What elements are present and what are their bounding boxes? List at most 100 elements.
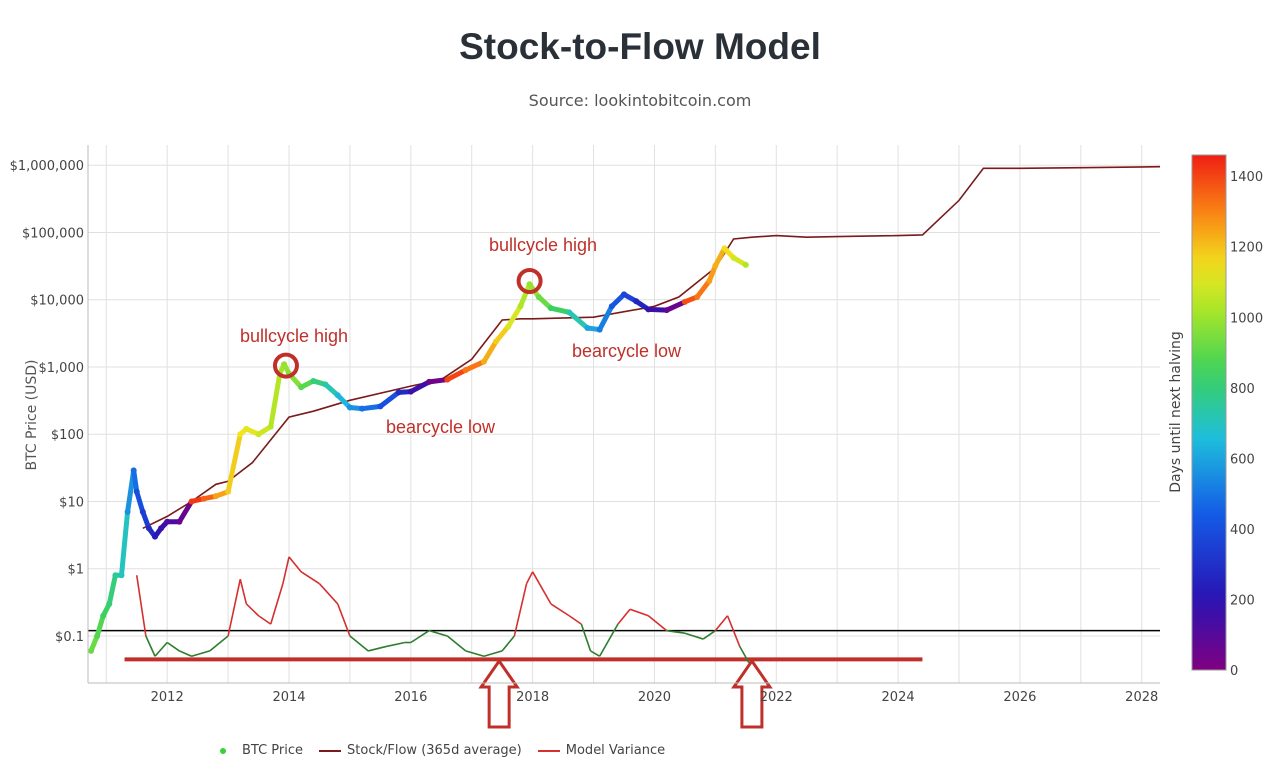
btc-price-segment xyxy=(131,467,140,495)
x-tick-label: 2024 xyxy=(882,690,915,705)
btc-price-point xyxy=(200,495,207,502)
btc-price-point xyxy=(310,377,317,384)
up-arrow-marker xyxy=(731,658,773,729)
legend-btc-price-label: BTC Price xyxy=(242,743,304,758)
btc-price-segment xyxy=(225,431,243,495)
btc-price-point xyxy=(480,358,487,365)
marker-layer xyxy=(272,267,773,729)
btc-price-point xyxy=(212,493,219,500)
y-tick-label: $0.1 xyxy=(55,630,84,645)
btc-price-point xyxy=(243,425,250,432)
colorbar: 1400 1200 1000 800 600 400 200 0 xyxy=(1191,154,1263,679)
variance-segment xyxy=(209,635,229,652)
btc-price-point xyxy=(255,431,262,438)
colorbar-tick-label: 400 xyxy=(1230,523,1255,538)
variance-segment xyxy=(483,650,503,658)
btc-price-point xyxy=(139,508,146,515)
btc-price-point xyxy=(645,306,652,313)
y-tick-label: $10,000 xyxy=(30,294,84,309)
colorbar-tick-label: 1200 xyxy=(1230,241,1263,256)
variance-segment xyxy=(702,630,716,640)
btc-price-point xyxy=(608,303,615,310)
variance-segment xyxy=(580,623,592,652)
x-tick-label: 2014 xyxy=(272,690,305,705)
variance-segment xyxy=(135,575,147,637)
legend-stock-flow-label: Stock/Flow (365d average) xyxy=(347,743,522,758)
y-tick-label: $1 xyxy=(67,563,84,578)
btc-price-point xyxy=(133,488,140,495)
grid-layer xyxy=(88,145,1160,683)
y-tick-label: $10 xyxy=(59,495,84,510)
variance-segment xyxy=(386,641,405,648)
btc-price-segment xyxy=(176,498,195,525)
colorbar-tick-label: 600 xyxy=(1230,452,1255,467)
btc-price-point xyxy=(407,388,414,395)
variance-segment xyxy=(629,608,649,617)
reference-lines xyxy=(88,629,1160,662)
btc-price-segment xyxy=(426,377,450,385)
btc-price-point xyxy=(112,572,119,579)
btc-price-segment xyxy=(664,299,688,313)
btc-price-point xyxy=(444,376,451,383)
btc-price-segment xyxy=(597,303,615,333)
btc-price-point xyxy=(130,467,137,474)
variance-segment xyxy=(239,578,248,605)
btc-price-point xyxy=(176,518,183,525)
btc-price-point xyxy=(426,378,433,385)
btc-price-segment xyxy=(712,245,727,269)
variance-segment xyxy=(282,556,290,584)
x-tick-label: 2020 xyxy=(638,690,671,705)
variance-segment xyxy=(191,650,211,658)
btc-price-segment xyxy=(517,281,533,309)
btc-price-segment xyxy=(481,338,499,365)
btc-price-point xyxy=(547,305,554,312)
variance-segment xyxy=(288,556,302,573)
btc-price-point xyxy=(584,325,591,332)
variance-segment xyxy=(525,571,534,585)
variance-segment xyxy=(258,615,272,625)
x-tick-label: 2022 xyxy=(760,690,793,705)
page-title: Stock-to-Flow Model xyxy=(459,26,821,67)
btc-price-segment xyxy=(408,379,432,395)
btc-price-segment xyxy=(377,389,402,409)
variance-segment xyxy=(428,629,448,637)
stock-flow-series xyxy=(142,165,1161,530)
cycle-high-circle-marker xyxy=(516,267,543,294)
legend-btc-price[interactable]: BTC Price xyxy=(210,743,303,758)
colorbar-tick-label: 0 xyxy=(1230,664,1238,679)
annotation-bullcycle-high-2: bullcycle high xyxy=(489,235,597,255)
x-tick-label: 2028 xyxy=(1125,690,1158,705)
legend: BTC Price Stock/Flow (365d average) Mode… xyxy=(210,743,665,758)
cycle-high-circle-marker xyxy=(272,352,299,379)
variance-segment xyxy=(245,603,260,617)
variance-segment xyxy=(300,571,320,585)
variance-segment xyxy=(349,635,369,652)
legend-model-variance[interactable]: Model Variance xyxy=(537,743,665,758)
btc-price-point xyxy=(493,338,500,345)
stock-flow-line xyxy=(142,165,1161,530)
btc-price-point xyxy=(730,254,737,261)
btc-price-point xyxy=(395,389,402,396)
variance-segment xyxy=(739,646,750,664)
legend-stock-flow[interactable]: Stock/Flow (365d average) xyxy=(319,743,522,758)
btc-price-point xyxy=(505,323,512,330)
colorbar-tick-label: 800 xyxy=(1230,382,1255,397)
btc-price-point xyxy=(633,298,640,305)
btc-price-point xyxy=(596,326,603,333)
btc-price-segment xyxy=(444,367,469,383)
variance-series xyxy=(135,556,750,664)
page-subtitle: Source: lookintobitcoin.com xyxy=(528,91,752,110)
btc-price-point xyxy=(94,632,101,639)
variance-segment xyxy=(617,608,631,625)
annotation-bearcycle-low-2: bearcycle low xyxy=(572,341,682,361)
btc-price-segment xyxy=(505,303,523,330)
x-tick-label: 2012 xyxy=(151,690,184,705)
btc-price-point xyxy=(359,405,366,412)
btc-price-point xyxy=(742,261,749,268)
colorbar-tick-label: 1000 xyxy=(1230,311,1263,326)
variance-segment xyxy=(318,583,339,605)
up-arrow-marker xyxy=(478,658,520,729)
x-tick-label: 2026 xyxy=(1003,690,1036,705)
variance-segment xyxy=(501,635,515,652)
